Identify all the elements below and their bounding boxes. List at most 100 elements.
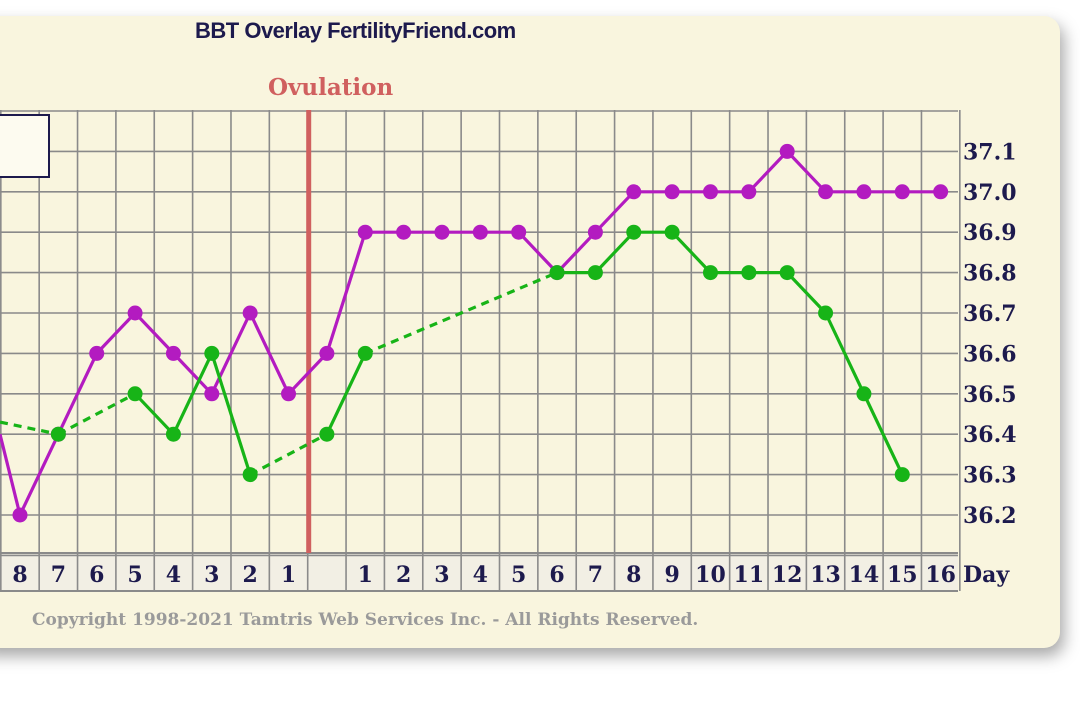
series-purple-point — [319, 345, 335, 361]
series-purple-segment — [594, 190, 635, 234]
x-axis-labels: 8 7 6 5 4 3 2 1 1 2 3 4 5 6 7 8 9 10 11 12 13 14 15 16 Day — [12, 562, 1010, 588]
series-green-segment — [325, 352, 367, 435]
series-green-point — [242, 467, 258, 483]
series-green-leadin — [0, 420, 59, 436]
x-tick-label: 16 — [925, 562, 956, 588]
series-purple-point — [702, 184, 718, 200]
series-green-point — [702, 265, 718, 281]
series-purple-point — [204, 386, 220, 402]
series-green-point — [587, 265, 603, 281]
series-green-segment — [670, 231, 712, 274]
series-purple-segment — [95, 311, 137, 355]
series-purple-segment — [18, 433, 60, 516]
series-purple-point — [242, 305, 258, 321]
x-tick-label: 5 — [511, 562, 526, 588]
series-green-point — [856, 386, 872, 402]
copyright-text: Copyright 1998-2021 Tamtris Web Services… — [32, 610, 699, 630]
x-tick-label: 1 — [358, 562, 373, 588]
series-green-segment — [364, 271, 558, 355]
legend-box — [0, 114, 50, 178]
series-green-segment — [249, 432, 328, 477]
series-purple-point — [779, 143, 795, 159]
series-purple-point — [818, 184, 834, 200]
series-purple-segment — [517, 231, 559, 274]
day-axis-label: Day — [963, 562, 1010, 588]
series-purple-point — [741, 184, 757, 200]
series-purple-point — [626, 184, 642, 200]
series-purple-point — [856, 184, 872, 200]
x-tick-label: 13 — [810, 562, 841, 588]
x-tick-label: 10 — [695, 562, 726, 588]
series-purple-point — [511, 224, 527, 240]
series-green-point — [549, 265, 565, 281]
series-purple-segment — [555, 231, 597, 274]
x-tick-label: 4 — [473, 562, 488, 588]
series-purple-segment — [210, 312, 252, 395]
series-purple-point — [281, 386, 297, 402]
series-purple-segment — [747, 150, 789, 193]
series-purple-point — [89, 345, 105, 361]
ovulation-label: Ovulation — [268, 74, 394, 101]
x-tick-label: 3 — [204, 562, 219, 588]
y-tick-label: 36.7 — [963, 301, 1017, 327]
series-purple-leadin — [0, 433, 22, 516]
series-green-point — [319, 426, 335, 442]
series-purple-point — [165, 345, 181, 361]
series-green-segment — [210, 352, 252, 476]
x-tick-label: 15 — [887, 562, 918, 588]
y-tick-label: 37.0 — [963, 180, 1017, 206]
x-tick-label: 11 — [734, 562, 765, 588]
series-green-segment — [824, 312, 866, 395]
y-tick-label: 36.4 — [963, 422, 1017, 448]
data-points — [12, 143, 949, 523]
x-tick-label: 14 — [849, 562, 880, 588]
series-green-segment — [862, 393, 904, 476]
series-purple-point — [933, 184, 949, 200]
x-tick-label: 9 — [664, 562, 679, 588]
series-green-point — [664, 224, 680, 240]
series-green-point — [626, 224, 642, 240]
x-tick-label: 2 — [396, 562, 411, 588]
x-tick-label: 4 — [166, 562, 181, 588]
y-tick-label: 36.6 — [963, 341, 1017, 367]
x-tick-label: 6 — [89, 562, 104, 588]
x-tick-label: 7 — [588, 562, 603, 588]
series-green-point — [357, 345, 373, 361]
series-purple-point — [396, 224, 412, 240]
series-green-point — [127, 386, 143, 402]
series-green-point — [50, 426, 66, 442]
series-purple-segment — [56, 352, 99, 435]
series-green-segment — [57, 392, 136, 436]
series-purple-segment — [325, 231, 367, 354]
series-purple-segment — [248, 312, 290, 395]
series-purple-point — [587, 224, 603, 240]
series-green-segment — [133, 392, 175, 436]
y-tick-label: 36.3 — [963, 463, 1017, 489]
y-tick-label: 36.5 — [963, 382, 1017, 408]
x-tick-label: 8 — [12, 562, 27, 588]
x-tick-label: 3 — [434, 562, 449, 588]
x-tick-label: 6 — [549, 562, 564, 588]
x-tick-label: 7 — [51, 562, 66, 588]
series-green-point — [204, 345, 220, 361]
series-lines — [0, 150, 941, 516]
series-purple-point — [894, 184, 910, 200]
x-tick-label: 5 — [127, 562, 142, 588]
y-axis-labels: 36.2 36.3 36.4 36.5 36.6 36.7 36.8 36.9 37.0 37.1 — [963, 139, 1017, 529]
y-tick-label: 37.1 — [963, 139, 1017, 165]
series-purple-segment — [287, 352, 329, 395]
x-tick-label: 12 — [772, 562, 803, 588]
day-label-band — [0, 553, 958, 591]
series-green-segment — [171, 352, 214, 435]
x-tick-label: 2 — [243, 562, 258, 588]
series-green-point — [741, 265, 757, 281]
y-tick-label: 36.8 — [963, 261, 1017, 287]
series-purple-point — [12, 507, 28, 523]
y-tick-label: 36.2 — [963, 503, 1017, 529]
series-purple-segment — [172, 352, 213, 395]
series-purple-point — [472, 224, 488, 240]
x-tick-label: 1 — [281, 562, 296, 588]
series-green-point — [165, 426, 181, 442]
series-green-point — [894, 467, 910, 483]
